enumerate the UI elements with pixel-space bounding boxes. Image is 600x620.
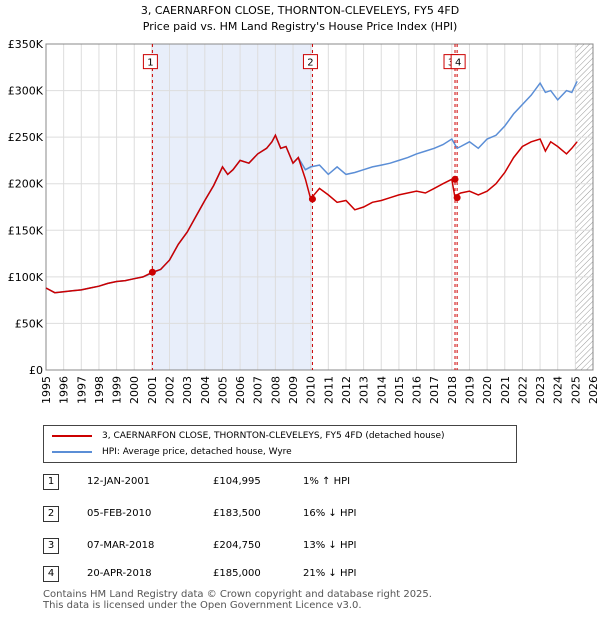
y-tick-label: £100K bbox=[8, 271, 44, 284]
legend-swatch-hpi bbox=[52, 450, 92, 453]
x-tick-label: 2009 bbox=[287, 376, 300, 404]
marker-box bbox=[302, 54, 318, 70]
legend-swatch-property bbox=[52, 434, 92, 437]
x-tick-label: 2002 bbox=[164, 376, 177, 404]
transaction-hpi: 1% ↑ HPI bbox=[303, 476, 351, 487]
y-tick-label: £250K bbox=[8, 131, 44, 144]
x-tick-label: 2026 bbox=[587, 376, 600, 404]
y-tick-label: £150K bbox=[8, 224, 44, 237]
future-hatch bbox=[575, 44, 593, 370]
plot-border bbox=[45, 43, 594, 371]
table-row: 4 20-APR-2018 £185,000 21% ↓ HPI bbox=[43, 564, 583, 584]
x-tick-label: 2023 bbox=[534, 376, 547, 404]
transaction-number: 3 bbox=[43, 538, 59, 554]
x-tick-label: 2016 bbox=[411, 376, 424, 404]
transaction-date: 20-APR-2018 bbox=[87, 568, 152, 579]
transaction-date: 05-FEB-2010 bbox=[87, 508, 152, 519]
x-tick-label: 2014 bbox=[375, 376, 388, 404]
price-chart: 3, CAERNARFON CLOSE, THORNTON-CLEVELEYS,… bbox=[8, 4, 600, 404]
transaction-price: £104,995 bbox=[213, 476, 261, 487]
legend-label-property: 3, CAERNARFON CLOSE, THORNTON-CLEVELEYS,… bbox=[102, 431, 445, 441]
highlight-period bbox=[152, 44, 313, 370]
y-tick-label: £50K bbox=[15, 317, 44, 330]
marker-label: 1 bbox=[147, 58, 153, 69]
y-tick-label: £0 bbox=[29, 364, 43, 377]
x-tick-label: 2025 bbox=[569, 376, 582, 404]
chart-title: 3, CAERNARFON CLOSE, THORNTON-CLEVELEYS,… bbox=[141, 4, 459, 17]
x-tick-label: 2024 bbox=[552, 376, 565, 404]
x-tick-label: 2011 bbox=[322, 376, 335, 404]
transaction-date: 07-MAR-2018 bbox=[87, 540, 155, 551]
transaction-hpi: 21% ↓ HPI bbox=[303, 568, 357, 579]
x-tick-label: 2007 bbox=[252, 376, 265, 404]
x-tick-label: 2008 bbox=[269, 376, 282, 404]
x-tick-label: 2020 bbox=[481, 376, 494, 404]
marker-box bbox=[450, 54, 466, 70]
y-tick-label: £350K bbox=[8, 38, 44, 51]
transaction-price: £204,750 bbox=[213, 540, 261, 551]
footer-licence: This data is licensed under the Open Gov… bbox=[43, 600, 362, 611]
transaction-hpi: 16% ↓ HPI bbox=[303, 508, 357, 519]
x-tick-label: 1995 bbox=[40, 376, 53, 404]
sale-point bbox=[451, 175, 459, 183]
x-tick-label: 2018 bbox=[446, 376, 459, 404]
x-tick-label: 2017 bbox=[428, 376, 441, 404]
legend-item-hpi: HPI: Average price, detached house, Wyre bbox=[52, 444, 292, 460]
x-tick-label: 2010 bbox=[305, 376, 318, 404]
transaction-number: 4 bbox=[43, 566, 59, 582]
transaction-date: 12-JAN-2001 bbox=[87, 476, 151, 487]
transaction-number: 2 bbox=[43, 506, 59, 522]
marker-label: 4 bbox=[455, 58, 461, 69]
y-tick-label: £300K bbox=[8, 85, 44, 98]
transaction-price: £185,000 bbox=[213, 568, 261, 579]
x-tick-label: 1998 bbox=[93, 376, 106, 404]
sale-point bbox=[453, 194, 461, 202]
transaction-price: £183,500 bbox=[213, 508, 261, 519]
plot-background bbox=[46, 44, 593, 370]
transaction-number: 1 bbox=[43, 474, 59, 490]
x-tick-label: 1999 bbox=[111, 376, 124, 404]
x-tick-label: 2004 bbox=[199, 376, 212, 404]
x-tick-label: 2021 bbox=[499, 376, 512, 404]
transaction-hpi: 13% ↓ HPI bbox=[303, 540, 357, 551]
x-tick-label: 2019 bbox=[463, 376, 476, 404]
x-tick-label: 2022 bbox=[516, 376, 529, 404]
x-tick-label: 2003 bbox=[181, 376, 194, 404]
y-tick-label: £200K bbox=[8, 178, 44, 191]
legend: 3, CAERNARFON CLOSE, THORNTON-CLEVELEYS,… bbox=[43, 425, 517, 463]
marker-label: 2 bbox=[307, 58, 313, 69]
marker-box bbox=[142, 54, 158, 70]
x-tick-label: 2013 bbox=[358, 376, 371, 404]
x-tick-label: 2000 bbox=[128, 376, 141, 404]
sale-point bbox=[308, 195, 316, 203]
chart-subtitle: Price paid vs. HM Land Registry's House … bbox=[143, 20, 458, 33]
legend-label-hpi: HPI: Average price, detached house, Wyre bbox=[102, 447, 292, 457]
table-row: 1 12-JAN-2001 £104,995 1% ↑ HPI bbox=[43, 472, 583, 492]
footer: Contains HM Land Registry data © Crown c… bbox=[43, 589, 432, 611]
x-tick-label: 1997 bbox=[75, 376, 88, 404]
x-tick-label: 1996 bbox=[58, 376, 71, 404]
footer-copyright: Contains HM Land Registry data © Crown c… bbox=[43, 589, 432, 600]
legend-item-property: 3, CAERNARFON CLOSE, THORNTON-CLEVELEYS,… bbox=[52, 428, 445, 444]
x-tick-label: 2006 bbox=[234, 376, 247, 404]
table-row: 2 05-FEB-2010 £183,500 16% ↓ HPI bbox=[43, 504, 583, 524]
x-tick-label: 2001 bbox=[146, 376, 159, 404]
x-tick-label: 2012 bbox=[340, 376, 353, 404]
sale-point bbox=[148, 268, 156, 276]
table-row: 3 07-MAR-2018 £204,750 13% ↓ HPI bbox=[43, 536, 583, 556]
x-tick-label: 2005 bbox=[216, 376, 229, 404]
x-tick-label: 2015 bbox=[393, 376, 406, 404]
